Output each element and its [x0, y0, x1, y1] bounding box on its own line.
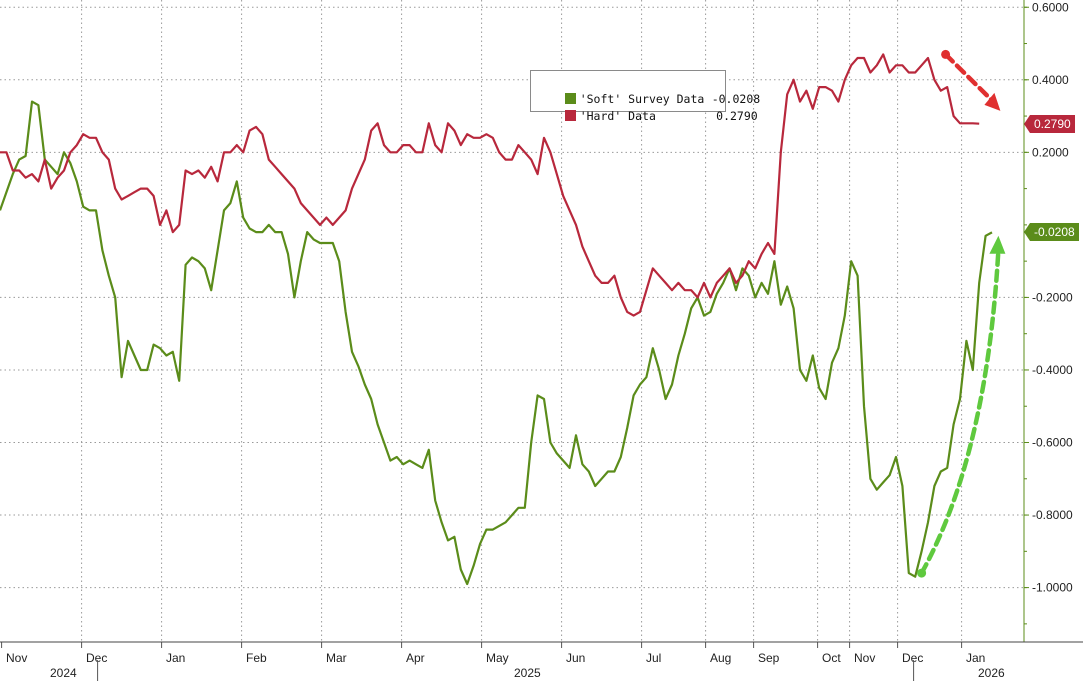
legend-label-hard: 'Hard' Data	[579, 109, 656, 123]
legend-value-soft: -0.0208	[711, 92, 761, 106]
x-tick-label: Jun	[566, 651, 585, 665]
x-tick-label: Jan	[966, 651, 985, 665]
x-tick-label: Dec	[86, 651, 107, 665]
x-tick-label: Jan	[166, 651, 185, 665]
x-tick-label: Sep	[758, 651, 780, 665]
annotation-layer	[917, 49, 1006, 578]
legend-label-soft: 'Soft' Survey Data	[579, 92, 705, 106]
last-value-tag-soft: -0.0208	[1024, 223, 1079, 242]
y-tick-label: -0.8000	[1032, 508, 1073, 522]
x-tick-label: Oct	[822, 651, 841, 665]
x-tick-label: Nov	[6, 651, 27, 665]
annotation-arrow-line	[919, 247, 1001, 576]
x-tick-label: Dec	[902, 651, 923, 665]
y-tick-label: -0.6000	[1032, 436, 1073, 450]
y-tick-label: 0.4000	[1032, 73, 1069, 87]
annotation-arrow-line	[943, 52, 995, 104]
legend-item-hard: 'Hard' Data 0.2790	[537, 92, 758, 123]
series-line-hard	[0, 53, 980, 317]
legend-swatch-hard	[564, 110, 576, 121]
y-tick-label: 0.2000	[1032, 145, 1069, 159]
y-tick-label: -0.2000	[1032, 290, 1073, 304]
y-tick-label: -0.4000	[1032, 363, 1073, 377]
legend: 'Soft' Survey Data -0.0208 'Hard' Data 0.2…	[530, 70, 760, 123]
x-tick-label: May	[486, 651, 509, 665]
legend-swatch-soft	[564, 93, 576, 104]
year-label: 2025	[514, 666, 541, 680]
x-tick-label: Aug	[710, 651, 731, 665]
legend-value-hard: 0.2790	[716, 109, 758, 123]
x-tick-label: Mar	[326, 651, 347, 665]
legend-item-soft: 'Soft' Survey Data -0.0208	[537, 75, 760, 106]
grid	[0, 0, 1024, 642]
x-tick-label: Jul	[646, 651, 661, 665]
last-value-tag-hard: 0.2790	[1024, 114, 1075, 133]
year-label: 2024	[50, 666, 77, 680]
series-layer	[0, 53, 993, 586]
x-tick-label: Nov	[854, 651, 875, 665]
year-label: 2026	[978, 666, 1005, 680]
x-tick-label: Apr	[406, 651, 425, 665]
annotation-arrow-head	[984, 92, 1001, 111]
last-value-tag-hard-text: 0.2790	[1034, 116, 1071, 131]
series-line-soft	[0, 100, 993, 586]
last-value-tag-soft-text: -0.0208	[1034, 225, 1075, 240]
x-tick-label: Feb	[246, 651, 267, 665]
y-tick-label: -1.0000	[1032, 581, 1073, 595]
annotation-arrow-head	[989, 235, 1006, 254]
y-tick-label: 0.6000	[1032, 0, 1069, 14]
